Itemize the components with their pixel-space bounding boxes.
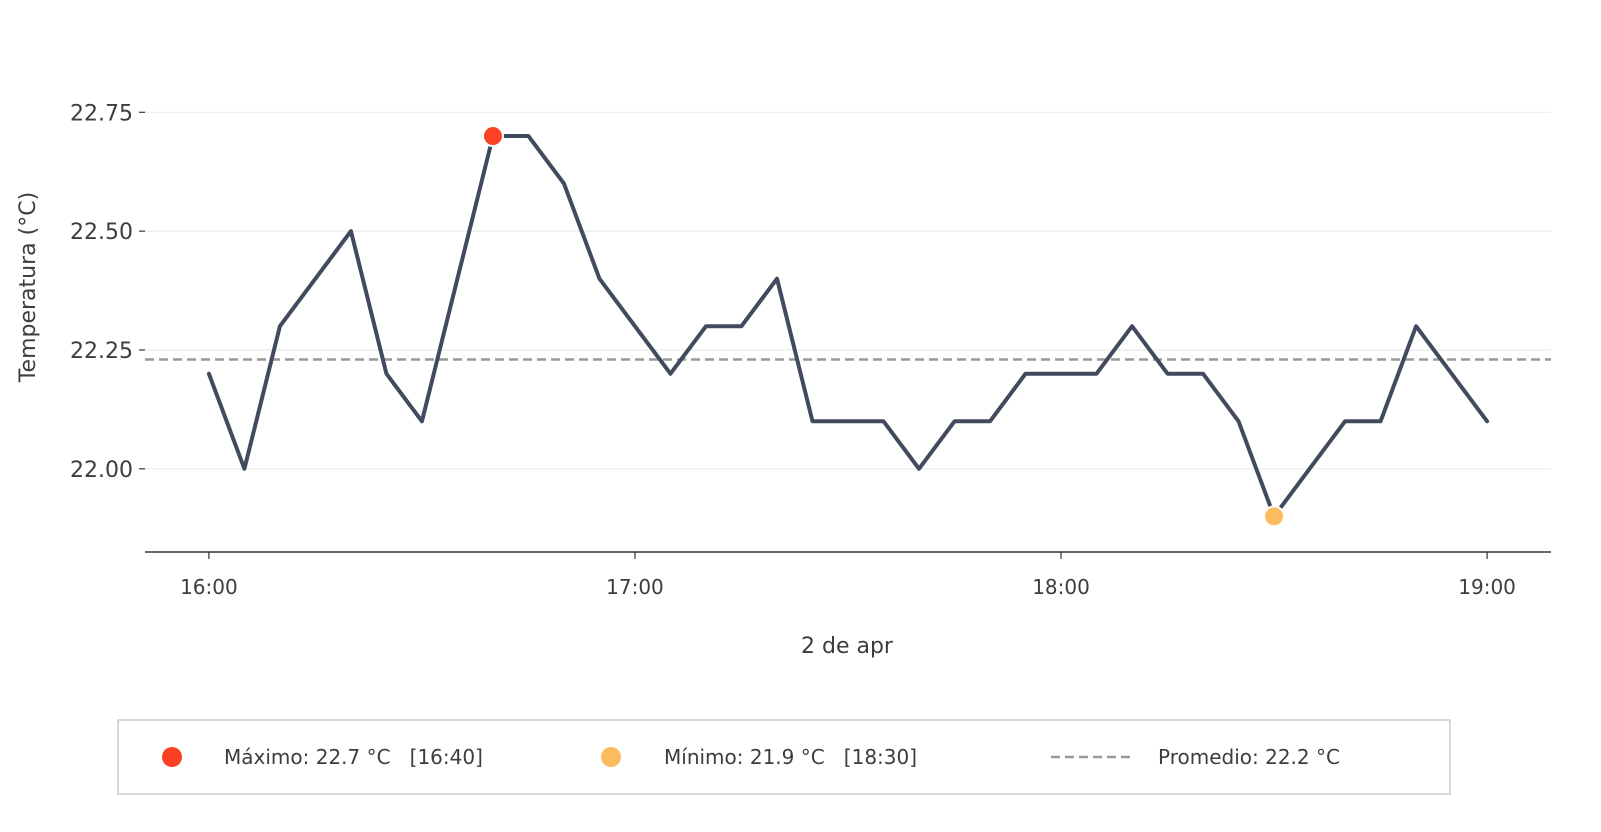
legend: Máximo: 22.7 °C [16:40] Mínimo: 21.9 °C … (117, 719, 1451, 795)
y-tick-label: 22.00 (70, 458, 133, 483)
axis-layer: 22.00 22.25 22.50 22.75 16:00 17:00 18:00 19:00 (70, 101, 1551, 599)
legend-average-label: Promedio: 22.2 °C (1158, 745, 1340, 769)
x-axis-label: 2 de apr (801, 634, 894, 659)
marker-layer (481, 125, 1286, 528)
legend-min-marker (601, 747, 621, 767)
max-point-marker (481, 125, 504, 148)
line-layer (206, 134, 1490, 519)
y-tick-label: 22.75 (70, 101, 133, 126)
min-point-marker (1263, 505, 1286, 528)
legend-box (117, 719, 1451, 795)
x-tick-label: 18:00 (1032, 575, 1090, 599)
y-tick-label: 22.25 (70, 339, 133, 364)
x-tick-label: 16:00 (180, 575, 238, 599)
x-tick-label: 17:00 (606, 575, 664, 599)
legend-max-label: Máximo: 22.7 °C [16:40] (224, 745, 483, 769)
x-tick-label: 19:00 (1458, 575, 1516, 599)
y-axis-label: Temperatura (°C) (16, 192, 41, 383)
grid-layer (145, 111, 1551, 470)
legend-min-label: Mínimo: 21.9 °C [18:30] (664, 745, 917, 769)
y-tick-label: 22.50 (70, 220, 133, 245)
temperature-series-line (206, 134, 1490, 519)
legend-max-marker (162, 747, 182, 767)
